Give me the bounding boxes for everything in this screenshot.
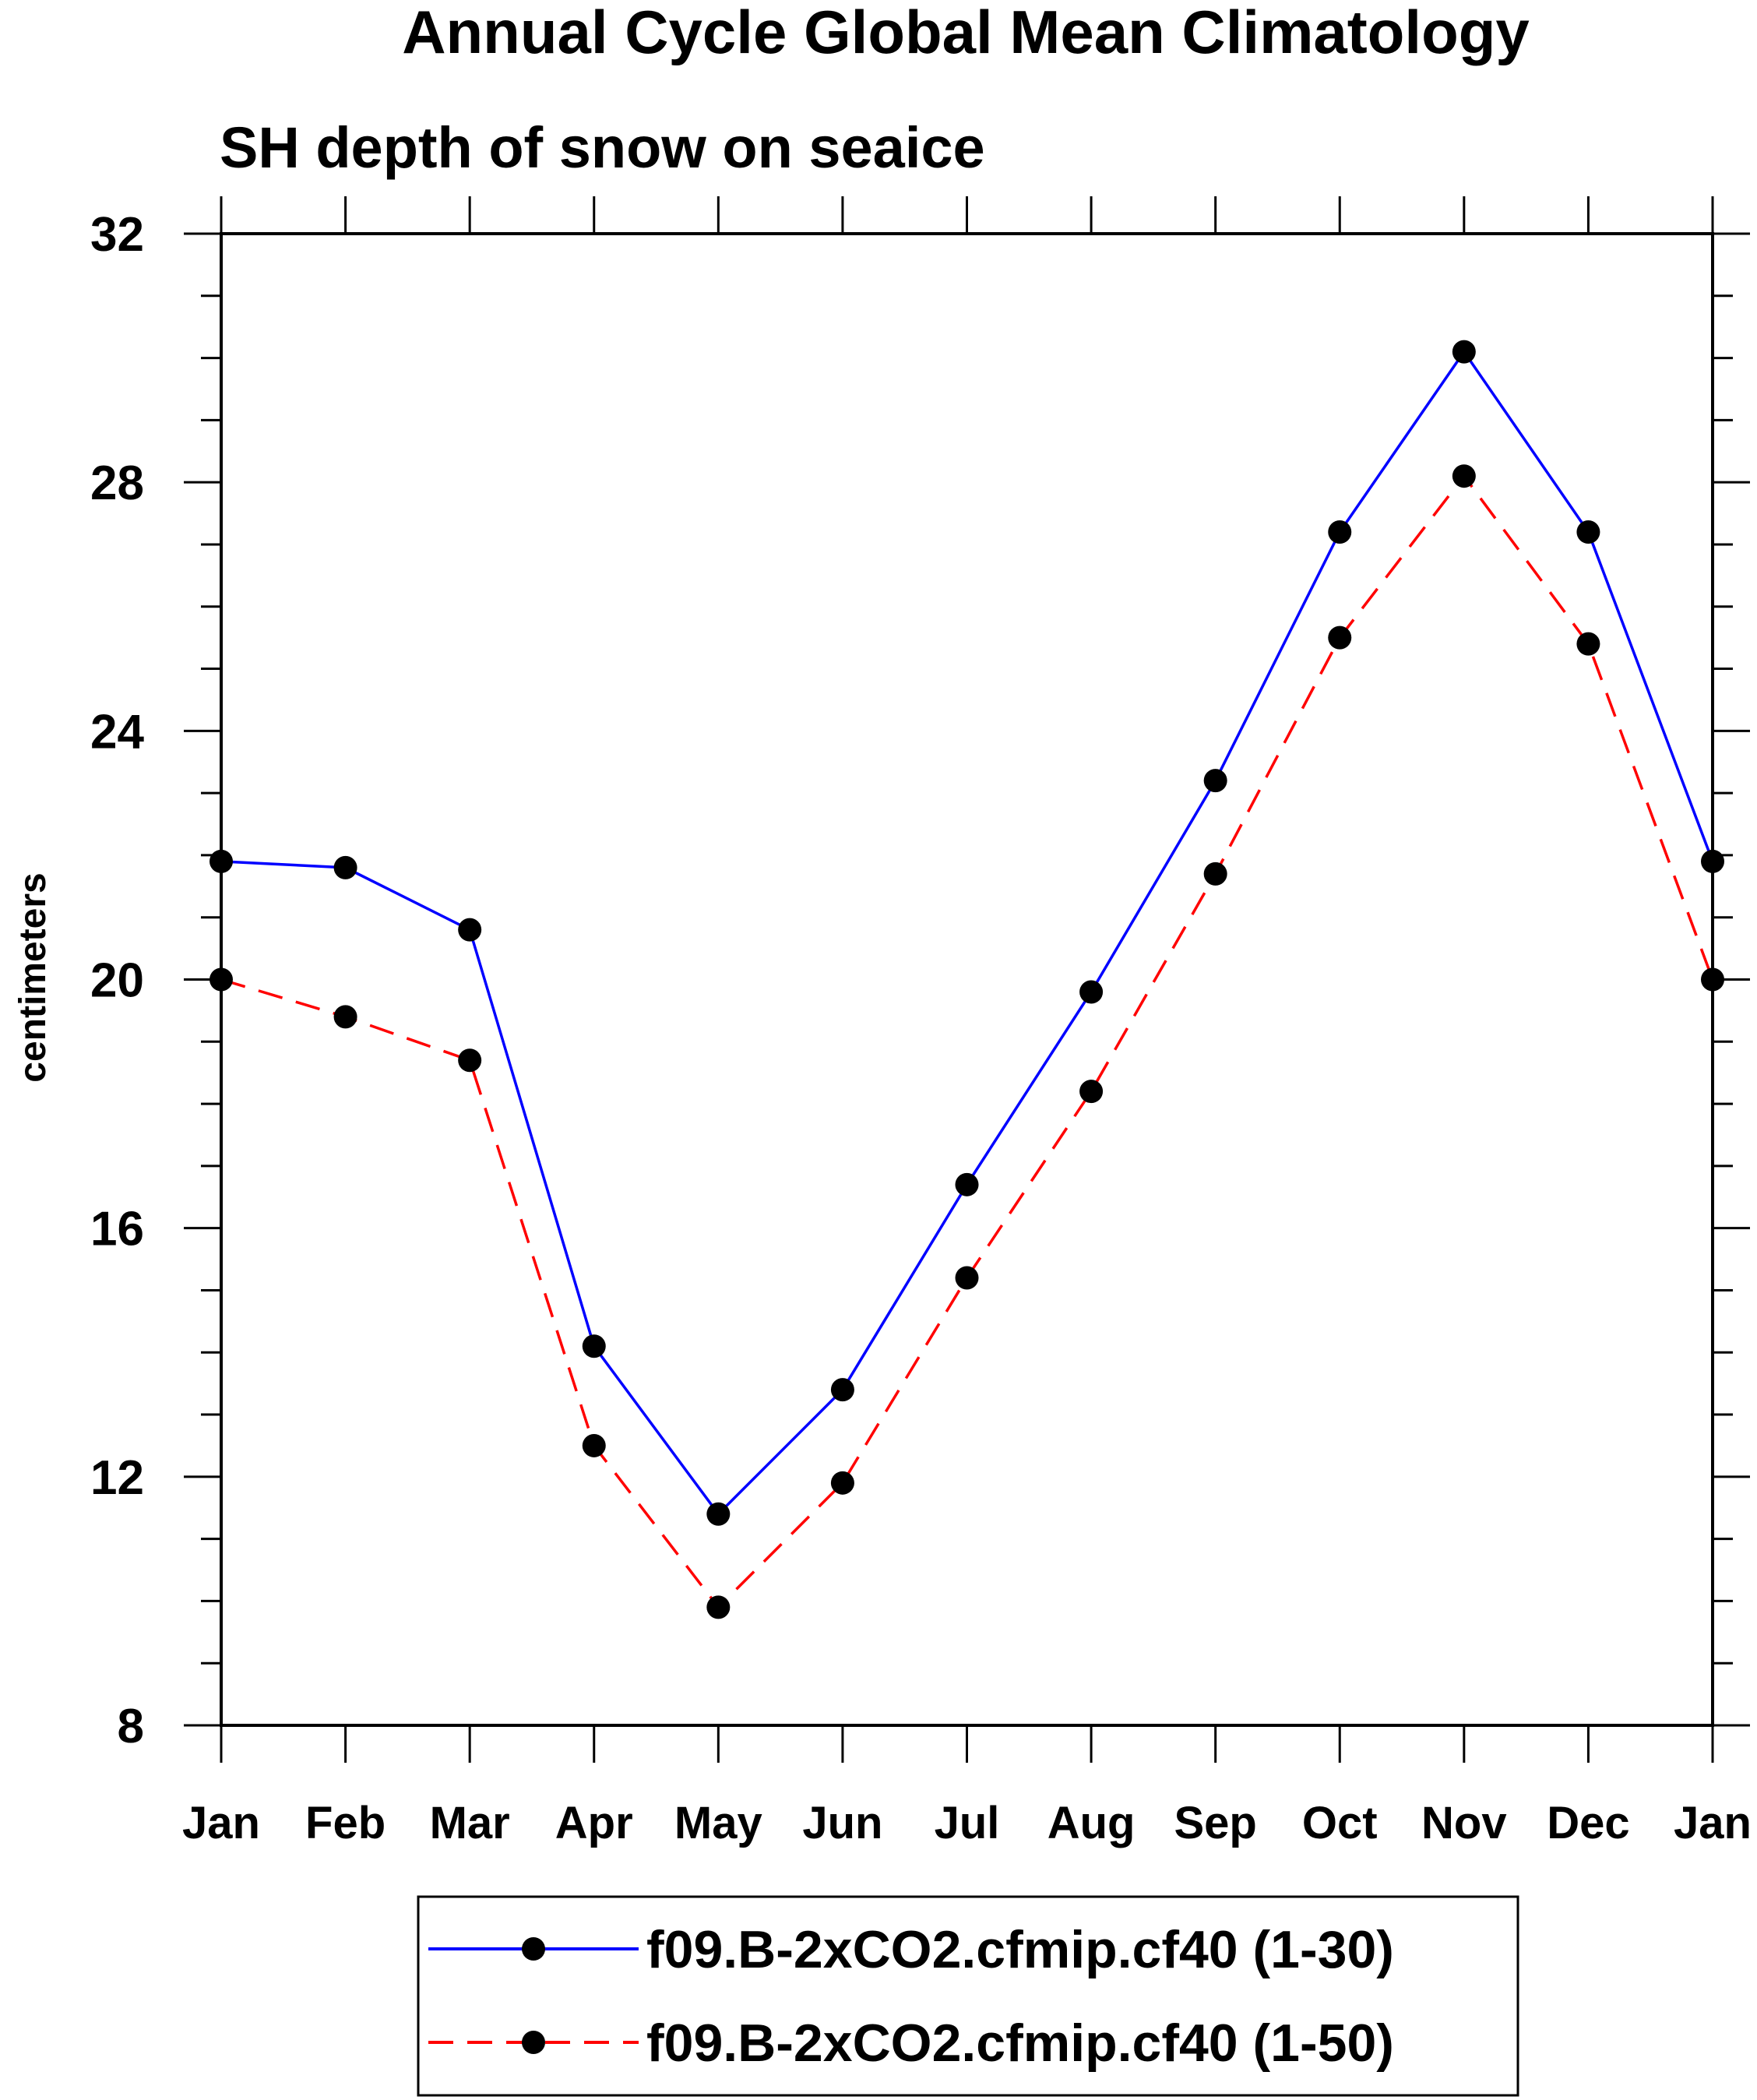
series-1-point-aug bbox=[1079, 980, 1104, 1004]
legend-marker-series-2 bbox=[522, 2031, 545, 2054]
series-1-point-dec bbox=[1576, 520, 1600, 544]
y-tick-label: 16 bbox=[90, 1203, 144, 1256]
x-tick-label: Jun bbox=[802, 1798, 882, 1848]
series-2-point-jan bbox=[210, 967, 233, 992]
x-tick-label: Sep bbox=[1174, 1798, 1256, 1848]
series-line-2 bbox=[220, 474, 1714, 1610]
series-2-point-mar bbox=[458, 1048, 482, 1073]
series-layer bbox=[210, 340, 1724, 1619]
plot-frame bbox=[220, 232, 1714, 1727]
x-tick-label: Jan bbox=[182, 1798, 260, 1848]
y-tick-label: 8 bbox=[118, 1700, 144, 1753]
series-1-point-jun bbox=[830, 1378, 854, 1402]
series-2-point-feb bbox=[333, 1005, 357, 1029]
series-1-point-may bbox=[706, 1502, 731, 1526]
x-tick-label: Aug bbox=[1048, 1798, 1136, 1848]
series-1-point-oct bbox=[1328, 520, 1352, 544]
series-2-point-jan bbox=[1701, 967, 1724, 992]
x-tick-label: Dec bbox=[1547, 1798, 1629, 1848]
series-1-point-feb bbox=[333, 855, 357, 879]
y-tick-label: 28 bbox=[90, 456, 144, 510]
series-2-point-may bbox=[706, 1595, 731, 1619]
legend-box bbox=[417, 1895, 1519, 2097]
series-2-point-apr bbox=[582, 1433, 606, 1457]
chart-title: Annual Cycle Global Mean Climatology bbox=[402, 0, 1530, 66]
series-2-point-oct bbox=[1328, 625, 1352, 650]
series-2-point-sep bbox=[1203, 861, 1227, 886]
x-tick-label: Jan bbox=[1674, 1798, 1752, 1848]
legend-label-series-2: f09.B-2xCO2.cfmip.cf40 (1-50) bbox=[646, 2014, 1394, 2073]
series-2-point-dec bbox=[1576, 632, 1600, 656]
y-tick-label: 20 bbox=[90, 954, 144, 1008]
y-tick-labels: 8 12 16 20 24 28 32 bbox=[90, 208, 144, 1753]
y-axis-label: centimeters bbox=[12, 872, 54, 1082]
x-tick-label: May bbox=[674, 1798, 762, 1848]
legend-label-series-1: f09.B-2xCO2.cfmip.cf40 (1-30) bbox=[646, 1920, 1394, 1979]
series-1-point-jan bbox=[1701, 849, 1724, 873]
series-2-point-nov bbox=[1452, 464, 1476, 488]
x-tick-label: Oct bbox=[1302, 1798, 1378, 1848]
y-tick-label: 24 bbox=[90, 705, 144, 759]
x-tick-label: Jul bbox=[935, 1798, 1000, 1848]
x-tick-label: Nov bbox=[1421, 1798, 1507, 1848]
series-2-point-jul bbox=[955, 1266, 979, 1290]
series-2-point-jun bbox=[830, 1471, 854, 1495]
legend: f09.B-2xCO2.cfmip.cf40 (1-30) f09.B-2xCO… bbox=[417, 1895, 1519, 2097]
axis-ticks bbox=[184, 196, 1750, 1763]
series-1-point-sep bbox=[1203, 769, 1227, 793]
series-line-1 bbox=[220, 349, 1714, 1517]
x-tick-labels: Jan Feb Mar Apr May Jun Jul Aug Sep Oct Nov Dec Jan bbox=[182, 1798, 1752, 1848]
series-1-point-mar bbox=[458, 918, 482, 942]
legend-marker-series-1 bbox=[522, 1937, 545, 1961]
x-tick-label: Feb bbox=[305, 1798, 386, 1848]
y-tick-label: 12 bbox=[90, 1451, 144, 1505]
series-1-point-apr bbox=[582, 1334, 606, 1358]
series-1-point-jul bbox=[955, 1172, 979, 1196]
series-2-point-aug bbox=[1079, 1080, 1104, 1104]
x-tick-label: Mar bbox=[430, 1798, 510, 1848]
y-tick-label: 32 bbox=[90, 208, 144, 262]
series-1-point-jan bbox=[210, 849, 233, 873]
x-tick-label: Apr bbox=[555, 1798, 633, 1848]
series-1-point-nov bbox=[1452, 340, 1476, 364]
chart-subtitle: SH depth of snow on seaice bbox=[220, 115, 985, 180]
